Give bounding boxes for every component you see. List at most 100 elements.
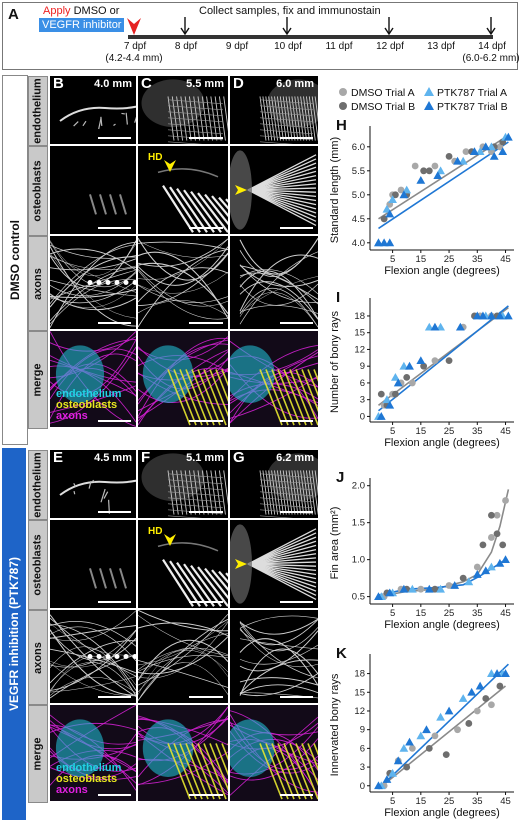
x-axis-label: Flexion angle (degrees) [384,619,500,631]
data-point [391,372,400,381]
x-tick-label: 5 [390,796,395,807]
timeline-day-label: 10 dpf [274,41,302,52]
legend-marker [424,87,434,96]
legend-svg: DMSO Trial A DMSO Trial B PTK787 Trial A PT… [339,87,508,113]
panel-label-b: B [53,76,64,92]
data-point [487,562,496,571]
data-point [479,541,487,549]
merge-legend-endothelium: endothelium [56,762,122,774]
data-point [431,357,439,365]
timeline-day-size: (6.0-6.2 mm) [462,53,520,64]
micrograph-drawing [50,705,136,801]
x-tick-label: 35 [472,426,483,437]
x-tick-label: 15 [416,608,427,619]
data-point [495,311,505,320]
group-label-inhibition-text: VEGFR inhibition (PTK787) [7,556,22,712]
micrograph-endothelium: F 5.1 mm [138,450,228,518]
data-point [488,511,495,519]
data-point [488,534,495,541]
scale-bar [189,696,223,698]
y-tick-label: 1.0 [352,555,365,566]
data-point [376,412,386,420]
row-label-text: endothelium [32,452,45,518]
data-point [487,669,496,677]
data-point [493,530,501,538]
micrograph-axons [230,236,318,329]
merge-legend-axons: axons [56,784,88,796]
fish-size-label: 6.0 mm [276,78,314,90]
group-label-control-text: DMSO control [8,220,22,300]
micrograph-endothelium: E 4.5 mm [50,450,136,518]
micrograph-drawing [230,524,317,604]
data-point [464,577,474,586]
hd-arrowhead-icon [164,534,176,546]
timeline-day-label: 9 dpf [225,41,249,52]
collect-arrow-icon [486,17,496,36]
timeline-day-label: 13 dpf [427,41,455,52]
data-point [442,751,450,759]
data-point [503,311,513,320]
data-point [385,400,395,409]
fish-size-label: 4.0 mm [94,78,132,90]
micrograph-drawing [141,79,228,144]
micrograph-drawing [259,79,318,144]
y-tick-label: 4.5 [352,214,365,225]
data-point [498,147,508,155]
data-point [431,162,439,170]
row-label-axons: axons [28,236,48,331]
data-point [465,720,473,727]
chart-legend: DMSO Trial A DMSO Trial B PTK787 Trial A PT… [335,84,520,114]
data-point [455,322,465,331]
data-point [445,357,453,365]
data-point [481,566,491,575]
row-label-text: endothelium [32,78,45,144]
data-point [499,541,507,549]
micrograph-drawing [259,453,318,518]
data-point [444,706,454,715]
y-tick-label: 0 [360,781,365,792]
scale-bar [189,420,223,422]
data-point [436,166,445,175]
data-point [436,322,445,331]
x-axis-label: Flexion angle (degrees) [384,437,500,449]
apply-text: Apply DMSO or [43,5,119,17]
data-point [431,732,439,740]
data-point [472,570,482,578]
micrograph-osteoblasts: HD [138,146,228,234]
row-label-axons: axons [28,610,48,705]
data-point [472,311,482,320]
micrograph-endothelium: C 5.5 mm [138,76,228,144]
merge-legend-axons: axons [56,410,88,422]
row-label-text: merge [32,737,44,771]
x-tick-label: 15 [416,426,427,437]
data-point [430,322,440,331]
data-point [393,378,403,387]
data-point [416,731,426,740]
row-label-osteoblasts: osteoblasts [28,146,48,236]
timeline-day-label: 8 dpf [174,41,198,52]
x-tick-label: 15 [416,254,427,265]
y-tick-label: 9 [360,361,365,372]
data-point [424,584,434,593]
data-point [399,584,409,593]
x-tick-label: 35 [472,608,483,619]
data-point [470,147,479,155]
chart-j: J 5 15 25 35 45 0.5 1.0 1.5 2.0 Flexion angle (deg… [329,469,514,631]
x-tick-label: 45 [500,796,511,807]
collect-arrow-icon [282,17,292,36]
y-tick-label: 18 [354,311,365,322]
data-point [388,195,397,203]
micrograph-drawing [239,615,318,699]
micrograph-osteoblasts [230,146,318,234]
arrowhead-icon [235,185,247,195]
micrograph-drawing [50,610,136,699]
hd-label: HD [148,526,163,537]
x-tick-label: 5 [390,608,395,619]
scale-bar [98,420,131,422]
legend-entry: DMSO Trial B [351,101,415,113]
panel-label-f: F [141,450,151,466]
scale-bar [280,420,313,422]
y-tick-label: 9 [360,725,365,736]
x-tick-label: 5 [390,254,395,265]
collect-arrow-icon [384,17,394,36]
